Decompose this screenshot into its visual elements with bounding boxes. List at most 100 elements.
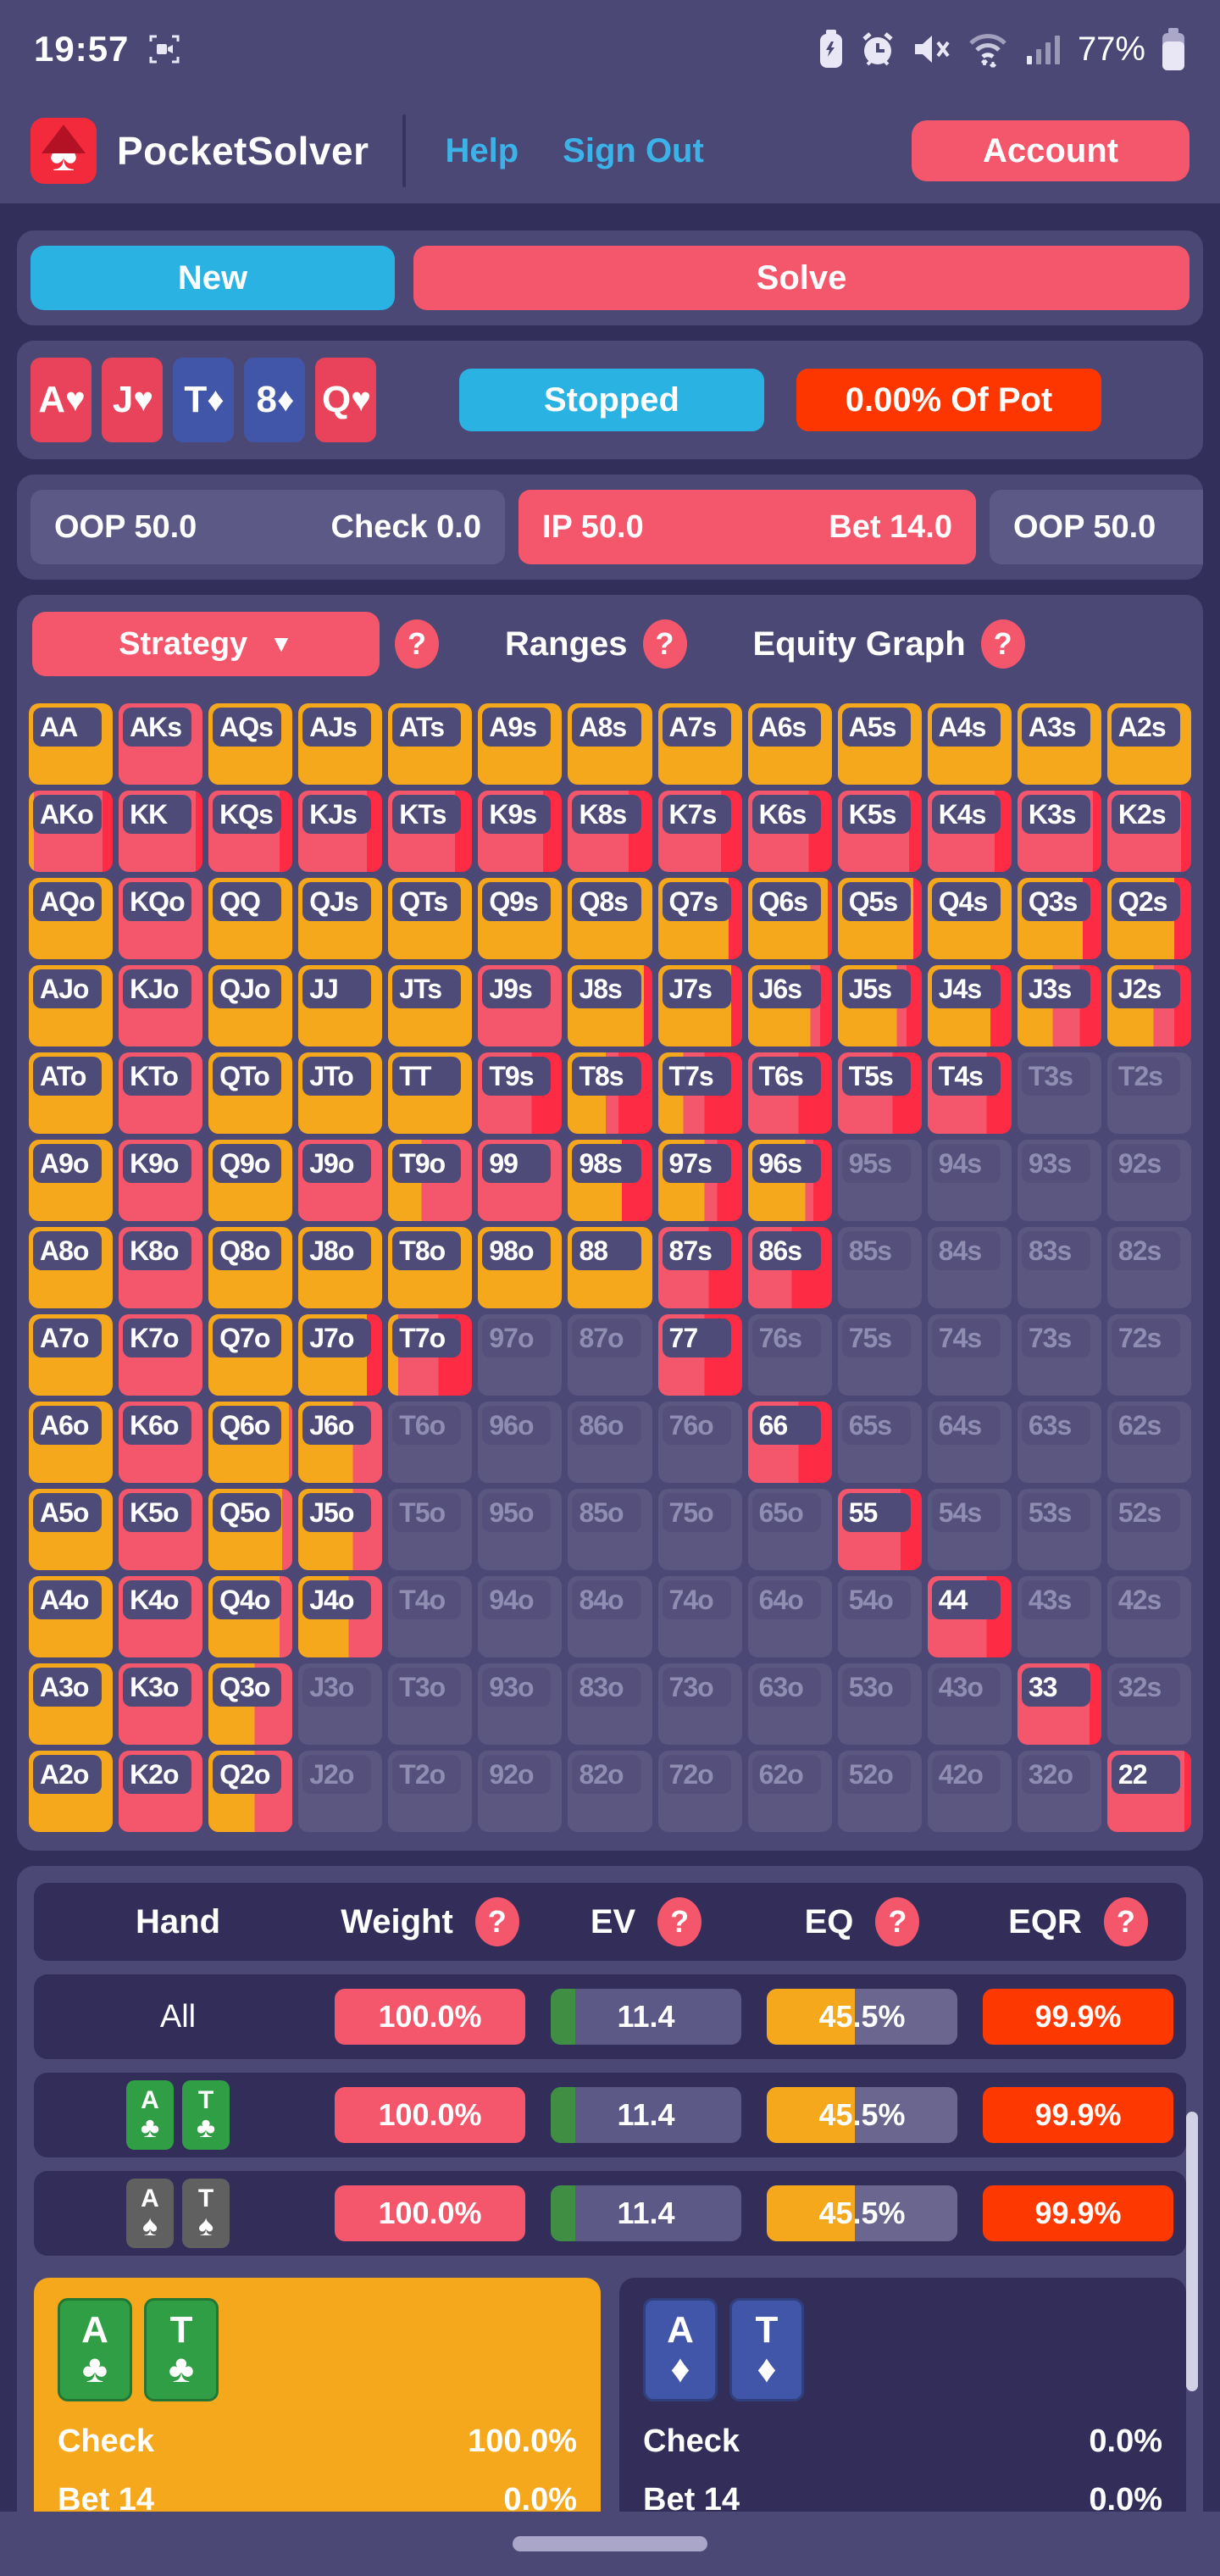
grid-cell-J9s[interactable]: J9s xyxy=(478,965,563,1046)
grid-cell-42o[interactable]: 42o xyxy=(927,1751,1012,1832)
grid-cell-K6s[interactable]: K6s xyxy=(747,791,832,872)
grid-cell-A5s[interactable]: A5s xyxy=(837,703,922,785)
grid-cell-K3s[interactable]: K3s xyxy=(1017,791,1101,872)
grid-cell-J5o[interactable]: J5o xyxy=(298,1489,383,1570)
grid-cell-Q8s[interactable]: Q8s xyxy=(568,878,652,959)
grid-cell-ATo[interactable]: ATo xyxy=(29,1052,114,1134)
nav-help-link[interactable]: Help xyxy=(445,131,519,169)
grid-cell-K4s[interactable]: K4s xyxy=(927,791,1012,872)
grid-cell-Q4s[interactable]: Q4s xyxy=(927,878,1012,959)
grid-cell-83o[interactable]: 83o xyxy=(568,1663,652,1745)
grid-cell-72o[interactable]: 72o xyxy=(657,1751,742,1832)
grid-cell-K2o[interactable]: K2o xyxy=(119,1751,203,1832)
grid-cell-88[interactable]: 88 xyxy=(568,1227,652,1308)
action-node-0[interactable]: OOP 50.0 Check 0.0 xyxy=(30,490,505,564)
grid-cell-T8o[interactable]: T8o xyxy=(388,1227,473,1308)
grid-cell-AA[interactable]: AA xyxy=(29,703,114,785)
grid-cell-TT[interactable]: TT xyxy=(388,1052,473,1134)
grid-cell-A3s[interactable]: A3s xyxy=(1017,703,1101,785)
grid-cell-55[interactable]: 55 xyxy=(837,1489,922,1570)
grid-cell-97o[interactable]: 97o xyxy=(478,1314,563,1396)
grid-cell-A4s[interactable]: A4s xyxy=(927,703,1012,785)
grid-cell-A7s[interactable]: A7s xyxy=(657,703,742,785)
grid-cell-92s[interactable]: 92s xyxy=(1106,1140,1191,1221)
grid-cell-J5s[interactable]: J5s xyxy=(837,965,922,1046)
grid-cell-A2s[interactable]: A2s xyxy=(1106,703,1191,785)
grid-cell-Q2s[interactable]: Q2s xyxy=(1106,878,1191,959)
grid-cell-96s[interactable]: 96s xyxy=(747,1140,832,1221)
grid-cell-32o[interactable]: 32o xyxy=(1017,1751,1101,1832)
grid-cell-Q8o[interactable]: Q8o xyxy=(208,1227,293,1308)
grid-cell-J3s[interactable]: J3s xyxy=(1017,965,1101,1046)
grid-cell-T4s[interactable]: T4s xyxy=(927,1052,1012,1134)
hand-table-row-1[interactable]: A ♣ T ♣ 100.0% 11.4 45.5% 99.9% xyxy=(34,2073,1186,2157)
grid-cell-94o[interactable]: 94o xyxy=(478,1576,563,1657)
grid-cell-76o[interactable]: 76o xyxy=(657,1402,742,1483)
grid-cell-KTs[interactable]: KTs xyxy=(388,791,473,872)
tab-ranges[interactable]: Ranges xyxy=(505,625,628,663)
grid-cell-Q9s[interactable]: Q9s xyxy=(478,878,563,959)
equity-graph-help-button[interactable]: ? xyxy=(980,619,1025,669)
grid-cell-65s[interactable]: 65s xyxy=(837,1402,922,1483)
grid-cell-KJo[interactable]: KJo xyxy=(119,965,203,1046)
home-indicator[interactable] xyxy=(513,2536,707,2551)
nav-signout-link[interactable]: Sign Out xyxy=(563,131,704,169)
grid-cell-T2s[interactable]: T2s xyxy=(1106,1052,1191,1134)
grid-cell-T4o[interactable]: T4o xyxy=(388,1576,473,1657)
grid-cell-Q6o[interactable]: Q6o xyxy=(208,1402,293,1483)
grid-cell-J4s[interactable]: J4s xyxy=(927,965,1012,1046)
grid-cell-K4o[interactable]: K4o xyxy=(119,1576,203,1657)
account-button[interactable]: Account xyxy=(912,120,1190,181)
grid-cell-T3s[interactable]: T3s xyxy=(1017,1052,1101,1134)
grid-cell-KJs[interactable]: KJs xyxy=(298,791,383,872)
grid-cell-85o[interactable]: 85o xyxy=(568,1489,652,1570)
grid-cell-33[interactable]: 33 xyxy=(1017,1663,1101,1745)
grid-cell-T9o[interactable]: T9o xyxy=(388,1140,473,1221)
grid-cell-A5o[interactable]: A5o xyxy=(29,1489,114,1570)
grid-cell-94s[interactable]: 94s xyxy=(927,1140,1012,1221)
hand-table-row-0[interactable]: All 100.0% 11.4 45.5% 99.9% xyxy=(34,1974,1186,2059)
grid-cell-43s[interactable]: 43s xyxy=(1017,1576,1101,1657)
grid-cell-Q9o[interactable]: Q9o xyxy=(208,1140,293,1221)
grid-cell-AJo[interactable]: AJo xyxy=(29,965,114,1046)
grid-cell-Q6s[interactable]: Q6s xyxy=(747,878,832,959)
grid-cell-K8s[interactable]: K8s xyxy=(568,791,652,872)
grid-cell-K8o[interactable]: K8o xyxy=(119,1227,203,1308)
grid-cell-95o[interactable]: 95o xyxy=(478,1489,563,1570)
grid-cell-Q7o[interactable]: Q7o xyxy=(208,1314,293,1396)
grid-cell-A9o[interactable]: A9o xyxy=(29,1140,114,1221)
grid-cell-QTo[interactable]: QTo xyxy=(208,1052,293,1134)
board-card-T-diamond[interactable]: T ♦ xyxy=(173,358,234,442)
grid-cell-A3o[interactable]: A3o xyxy=(29,1663,114,1745)
hand-table-row-2[interactable]: A ♠ T ♠ 100.0% 11.4 45.5% 99.9% xyxy=(34,2171,1186,2256)
grid-cell-KTo[interactable]: KTo xyxy=(119,1052,203,1134)
grid-cell-AQs[interactable]: AQs xyxy=(208,703,293,785)
grid-cell-75o[interactable]: 75o xyxy=(657,1489,742,1570)
grid-cell-A6s[interactable]: A6s xyxy=(747,703,832,785)
grid-cell-J3o[interactable]: J3o xyxy=(298,1663,383,1745)
grid-cell-K5s[interactable]: K5s xyxy=(837,791,922,872)
grid-cell-AKs[interactable]: AKs xyxy=(119,703,203,785)
grid-cell-52o[interactable]: 52o xyxy=(837,1751,922,1832)
grid-cell-Q5o[interactable]: Q5o xyxy=(208,1489,293,1570)
grid-cell-75s[interactable]: 75s xyxy=(837,1314,922,1396)
grid-cell-63o[interactable]: 63o xyxy=(747,1663,832,1745)
grid-cell-84s[interactable]: 84s xyxy=(927,1227,1012,1308)
grid-cell-32s[interactable]: 32s xyxy=(1106,1663,1191,1745)
grid-cell-K7o[interactable]: K7o xyxy=(119,1314,203,1396)
grid-cell-T5s[interactable]: T5s xyxy=(837,1052,922,1134)
grid-cell-73o[interactable]: 73o xyxy=(657,1663,742,1745)
grid-cell-96o[interactable]: 96o xyxy=(478,1402,563,1483)
solve-button[interactable]: Solve xyxy=(413,246,1190,310)
board-card-A-heart[interactable]: A ♥ xyxy=(30,358,92,442)
grid-cell-99[interactable]: 99 xyxy=(478,1140,563,1221)
grid-cell-54s[interactable]: 54s xyxy=(927,1489,1012,1570)
grid-cell-Q3o[interactable]: Q3o xyxy=(208,1663,293,1745)
grid-cell-74o[interactable]: 74o xyxy=(657,1576,742,1657)
grid-cell-QTs[interactable]: QTs xyxy=(388,878,473,959)
strategy-dropdown[interactable]: Strategy ▼ xyxy=(32,612,380,676)
grid-cell-Q2o[interactable]: Q2o xyxy=(208,1751,293,1832)
grid-cell-T5o[interactable]: T5o xyxy=(388,1489,473,1570)
grid-cell-K6o[interactable]: K6o xyxy=(119,1402,203,1483)
grid-cell-22[interactable]: 22 xyxy=(1106,1751,1191,1832)
